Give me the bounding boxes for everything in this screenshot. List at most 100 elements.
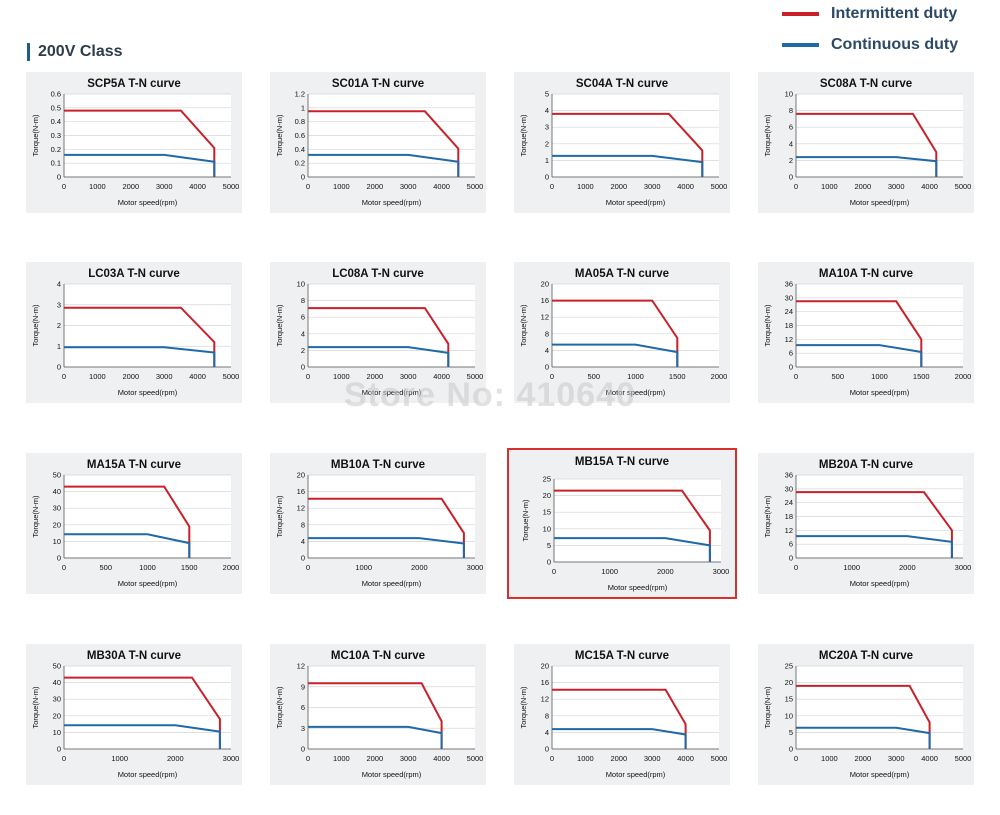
x-axis-label: Motor speed(rpm) [118, 579, 178, 588]
x-tick-label: 1000 [577, 182, 594, 191]
x-axis-label: Motor speed(rpm) [362, 388, 422, 397]
y-tick-label: 4 [545, 346, 549, 355]
y-tick-label: 12 [297, 662, 305, 671]
chart-title: SC08A T-N curve [819, 78, 913, 90]
chart-panel: MB10A T-N curve 0 4 8 12 16 20 0 1000 2000 3000 Mot… [270, 453, 486, 594]
y-tick-label: 0 [789, 554, 793, 563]
intermittent-swatch [782, 12, 819, 16]
plot-area [552, 666, 719, 749]
y-tick-label: 5 [545, 90, 549, 99]
x-axis-label: Motor speed(rpm) [606, 770, 666, 779]
tn-chart: 0 5 10 15 20 25 0 1000 2000 3000 4000 5000 Motor spe… [763, 662, 971, 780]
x-tick-label: 2000 [366, 182, 383, 191]
tn-chart: 0 3 6 9 12 0 1000 2000 3000 4000 5000 Motor speed(r… [275, 662, 483, 780]
x-tick-label: 3000 [223, 754, 240, 763]
continuous-swatch [782, 43, 819, 47]
continuous-duty-line [552, 343, 679, 367]
x-tick-label: 3000 [156, 182, 173, 191]
y-tick-label: 2 [545, 139, 549, 148]
y-axis-label: Torque(N-m) [763, 304, 772, 347]
x-tick-label: 4000 [433, 372, 450, 381]
x-tick-label: 3000 [888, 754, 905, 763]
y-tick-label: 0 [545, 745, 549, 754]
y-tick-label: 12 [541, 695, 549, 704]
x-tick-label: 0 [306, 372, 310, 381]
chart-title: MA15A T-N curve [86, 459, 182, 471]
chart-title: MB20A T-N curve [818, 459, 914, 471]
y-tick-label: 0.2 [295, 159, 305, 168]
x-axis-label: Motor speed(rpm) [606, 198, 666, 207]
plot-area [64, 475, 231, 558]
y-axis-label: Torque(N-m) [519, 686, 528, 729]
x-tick-label: 1000 [843, 563, 860, 572]
chart-panel: MA05A T-N curve 0 4 8 12 16 20 0 500 1000 1500 2000… [514, 262, 730, 403]
x-tick-label: 1000 [821, 182, 838, 191]
chart-title: LC03A T-N curve [88, 268, 180, 280]
y-axis-label: Torque(N-m) [275, 114, 284, 157]
y-tick-label: 8 [545, 329, 549, 338]
continuous-duty-line [308, 346, 450, 367]
x-axis-label: Motor speed(rpm) [362, 770, 422, 779]
x-tick-label: 4000 [189, 372, 206, 381]
x-tick-label: 3000 [156, 372, 173, 381]
continuous-duty-line [796, 535, 953, 558]
y-tick-label: 6 [789, 540, 793, 549]
chart-panel: MA15A T-N curve 0 10 20 30 40 50 0 500 1000 1500 20… [26, 453, 242, 594]
tn-chart: 0 4 8 12 16 20 0 1000 2000 3000 Motor speed(rpm) To… [275, 471, 483, 589]
x-axis-label: Motor speed(rpm) [118, 388, 178, 397]
y-tick-label: 30 [53, 695, 61, 704]
y-tick-label: 0.6 [295, 131, 305, 140]
chart-title: MB10A T-N curve [330, 459, 426, 471]
x-tick-label: 2000 [711, 372, 728, 381]
continuous-duty-line [64, 724, 221, 749]
x-tick-label: 1500 [181, 563, 198, 572]
y-tick-label: 20 [543, 491, 551, 500]
tn-chart: 0 6 12 18 24 30 36 0 500 1000 1500 2000 Motor speed(… [763, 280, 972, 398]
chart-title: MB15A T-N curve [574, 456, 670, 468]
y-axis-label: Torque(N-m) [763, 114, 772, 157]
legend-item-intermittent: Intermittent duty [782, 4, 992, 24]
y-axis-label: Torque(N-m) [519, 304, 528, 347]
x-tick-label: 3000 [713, 567, 730, 576]
y-tick-label: 0 [545, 173, 549, 182]
x-tick-label: 0 [62, 563, 66, 572]
y-tick-label: 0.4 [51, 117, 61, 126]
chart-title: MA10A T-N curve [818, 268, 914, 280]
x-tick-label: 0 [550, 372, 554, 381]
y-tick-label: 4 [545, 728, 549, 737]
x-tick-label: 2000 [122, 372, 139, 381]
x-tick-label: 1000 [139, 563, 156, 572]
y-tick-label: 0 [789, 363, 793, 372]
x-tick-label: 2000 [657, 567, 674, 576]
y-tick-label: 0.2 [51, 145, 61, 154]
y-tick-label: 6 [301, 703, 305, 712]
y-tick-label: 0.4 [295, 145, 305, 154]
x-tick-label: 1000 [821, 754, 838, 763]
y-tick-label: 10 [543, 524, 551, 533]
x-tick-label: 3000 [644, 182, 661, 191]
x-tick-label: 1000 [601, 567, 618, 576]
plot-area [308, 284, 475, 367]
continuous-duty-line [796, 726, 931, 749]
x-tick-label: 0 [62, 754, 66, 763]
y-tick-label: 4 [545, 106, 549, 115]
y-tick-label: 2 [301, 346, 305, 355]
y-tick-label: 10 [785, 711, 793, 720]
x-tick-label: 2000 [411, 563, 428, 572]
x-tick-label: 500 [99, 563, 112, 572]
y-tick-label: 30 [53, 504, 61, 513]
x-tick-label: 1000 [355, 563, 372, 572]
x-tick-label: 5000 [955, 182, 972, 191]
chart-title: LC08A T-N curve [332, 268, 424, 280]
tn-chart: 0 1 2 3 4 0 1000 2000 3000 4000 5000 Motor speed(rp… [31, 280, 239, 398]
continuous-duty-line [308, 725, 443, 749]
y-tick-label: 0 [57, 745, 61, 754]
section-title: 200V Class [27, 43, 123, 61]
x-tick-label: 500 [587, 372, 600, 381]
x-tick-label: 2000 [955, 372, 972, 381]
y-tick-label: 30 [785, 293, 793, 302]
y-tick-label: 50 [53, 471, 61, 480]
y-tick-label: 20 [541, 280, 549, 289]
tn-chart: 0 10 20 30 40 50 0 1000 2000 3000 Motor speed(rpm)… [31, 662, 240, 780]
